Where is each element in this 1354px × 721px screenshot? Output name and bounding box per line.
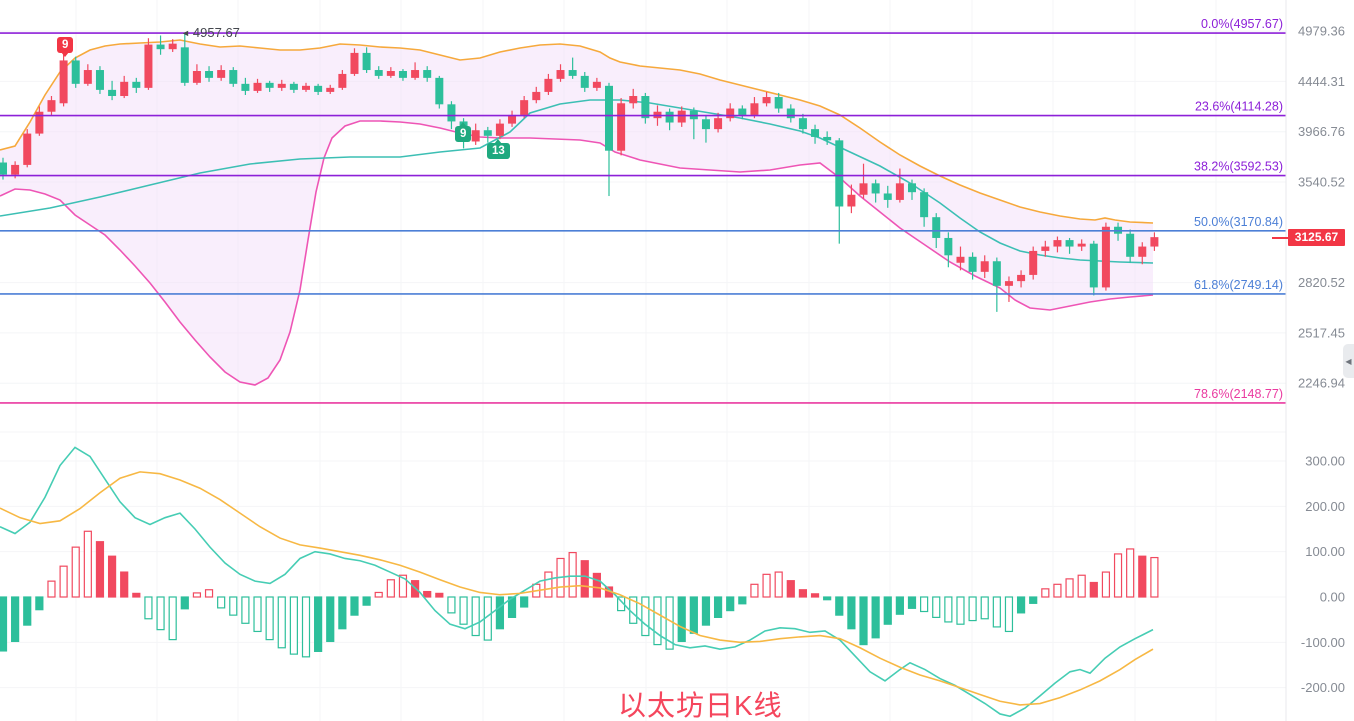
svg-text:2517.45: 2517.45 bbox=[1298, 325, 1345, 340]
svg-text:50.0%(3170.84): 50.0%(3170.84) bbox=[1194, 215, 1283, 229]
svg-text:-100.00: -100.00 bbox=[1301, 635, 1345, 650]
svg-text:38.2%(3592.53): 38.2%(3592.53) bbox=[1194, 160, 1283, 174]
fibonacci-levels: 0.0%(4957.67) 23.6%(4114.28) 38.2%(3592.53… bbox=[0, 17, 1286, 404]
panel-collapse-tab[interactable]: ◀ bbox=[1343, 344, 1354, 378]
svg-text:2820.52: 2820.52 bbox=[1298, 275, 1345, 290]
macd-histogram bbox=[0, 530, 1159, 658]
svg-text:61.8%(2749.14): 61.8%(2749.14) bbox=[1194, 278, 1283, 292]
svg-text:4444.31: 4444.31 bbox=[1298, 74, 1345, 89]
svg-text:2246.94: 2246.94 bbox=[1298, 376, 1345, 391]
candlesticks bbox=[0, 33, 1159, 312]
bollinger-bands bbox=[0, 39, 1154, 386]
price-axis[interactable]: 4979.36 4444.31 3966.76 3540.52 2820.52 2517.… bbox=[1285, 0, 1345, 721]
svg-text:300.00: 300.00 bbox=[1305, 454, 1345, 469]
svg-text:0.00: 0.00 bbox=[1320, 590, 1345, 605]
collapse-arrow-icon: ◀ bbox=[1345, 356, 1352, 366]
svg-text:3540.52: 3540.52 bbox=[1298, 175, 1345, 190]
svg-text:3966.76: 3966.76 bbox=[1298, 124, 1345, 139]
svg-text:100.00: 100.00 bbox=[1305, 544, 1345, 559]
svg-text:200.00: 200.00 bbox=[1305, 499, 1345, 514]
svg-text:0.0%(4957.67): 0.0%(4957.67) bbox=[1201, 17, 1283, 31]
svg-text:4979.36: 4979.36 bbox=[1298, 24, 1345, 39]
svg-text:-200.00: -200.00 bbox=[1301, 680, 1345, 695]
svg-text:23.6%(4114.28): 23.6%(4114.28) bbox=[1195, 100, 1283, 114]
macd-lines bbox=[0, 446, 1154, 718]
svg-text:78.6%(2148.77): 78.6%(2148.77) bbox=[1194, 387, 1283, 401]
